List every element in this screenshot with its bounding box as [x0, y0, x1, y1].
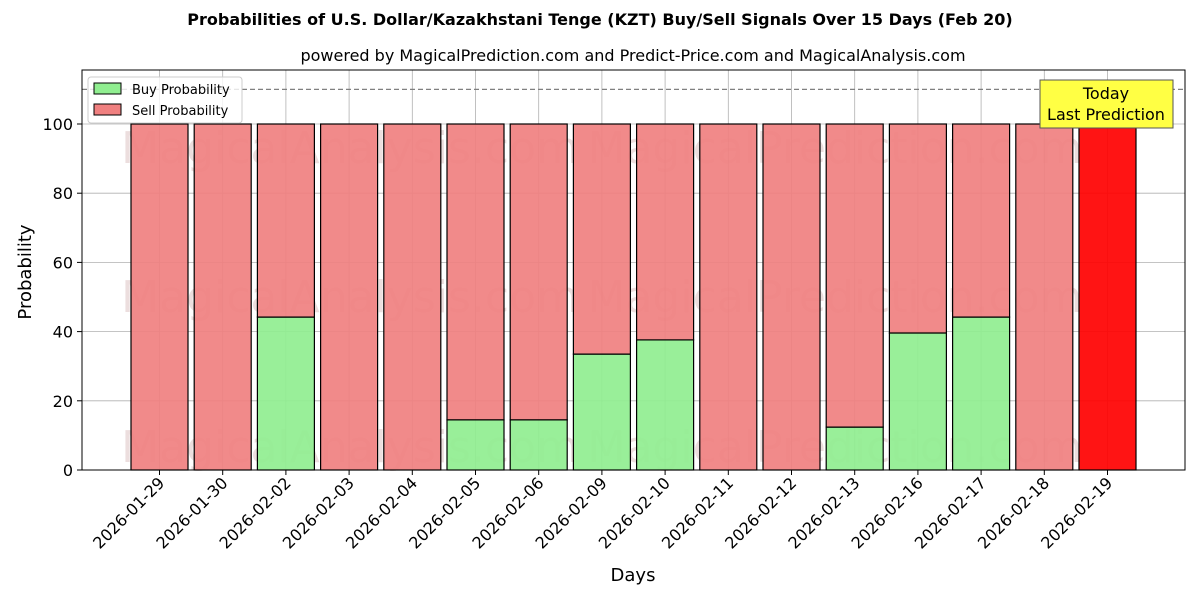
legend-buy-swatch	[93, 82, 122, 95]
sell-bar	[193, 123, 252, 471]
today-annotation: Today Last Prediction	[1039, 79, 1174, 129]
legend-buy-label: Buy Probability	[132, 83, 230, 98]
sell-bar	[888, 123, 948, 334]
legend-sell-label: Sell Probability	[132, 104, 229, 119]
sell-bar	[825, 123, 884, 428]
y-tick-label: 100	[42, 115, 73, 134]
y-tick-label: 80	[53, 184, 73, 203]
chart-title: Probabilities of U.S. Dollar/Kazakhstani…	[187, 10, 1013, 29]
y-axis: 0 20 40 60 80 100	[42, 115, 82, 480]
sell-bar	[635, 123, 695, 341]
buy-bar	[509, 419, 568, 471]
buy-bar	[888, 332, 948, 471]
plot-frame	[81, 69, 1186, 471]
bars	[130, 123, 1137, 471]
sell-bar	[572, 123, 632, 355]
sell-bar	[446, 123, 505, 421]
y-tick-label: 40	[53, 323, 73, 342]
annotation-today: Today	[1082, 84, 1129, 103]
sell-bar	[699, 123, 758, 471]
x-axis-label: Days	[611, 565, 656, 586]
sell-bar	[256, 123, 315, 318]
today-sell-bar	[1078, 123, 1137, 471]
y-tick-label: 0	[63, 461, 73, 480]
annotation-last-prediction: Last Prediction	[1047, 105, 1165, 124]
sell-bar	[762, 123, 821, 471]
x-axis: 2026-01-292026-01-302026-02-022026-02-03…	[89, 470, 1116, 553]
legend: Buy Probability Sell Probability	[87, 76, 243, 124]
sell-bar	[320, 123, 379, 471]
legend-sell-swatch	[93, 103, 122, 116]
chart-subtitle: powered by MagicalPrediction.com and Pre…	[300, 46, 966, 65]
buy-bar	[572, 353, 632, 471]
sell-bar	[383, 123, 442, 471]
sell-bar	[509, 123, 568, 421]
buy-bar	[635, 339, 695, 471]
buy-bar	[256, 316, 315, 471]
buy-bar	[951, 316, 1011, 471]
y-tick-label: 20	[53, 392, 73, 411]
sell-bar	[1015, 123, 1074, 471]
sell-bar	[951, 123, 1011, 318]
buy-bar	[446, 419, 505, 471]
y-tick-label: 60	[53, 253, 73, 272]
y-axis-label: Probability	[15, 224, 36, 319]
buy-bar	[825, 426, 884, 471]
sell-bar	[130, 123, 189, 471]
